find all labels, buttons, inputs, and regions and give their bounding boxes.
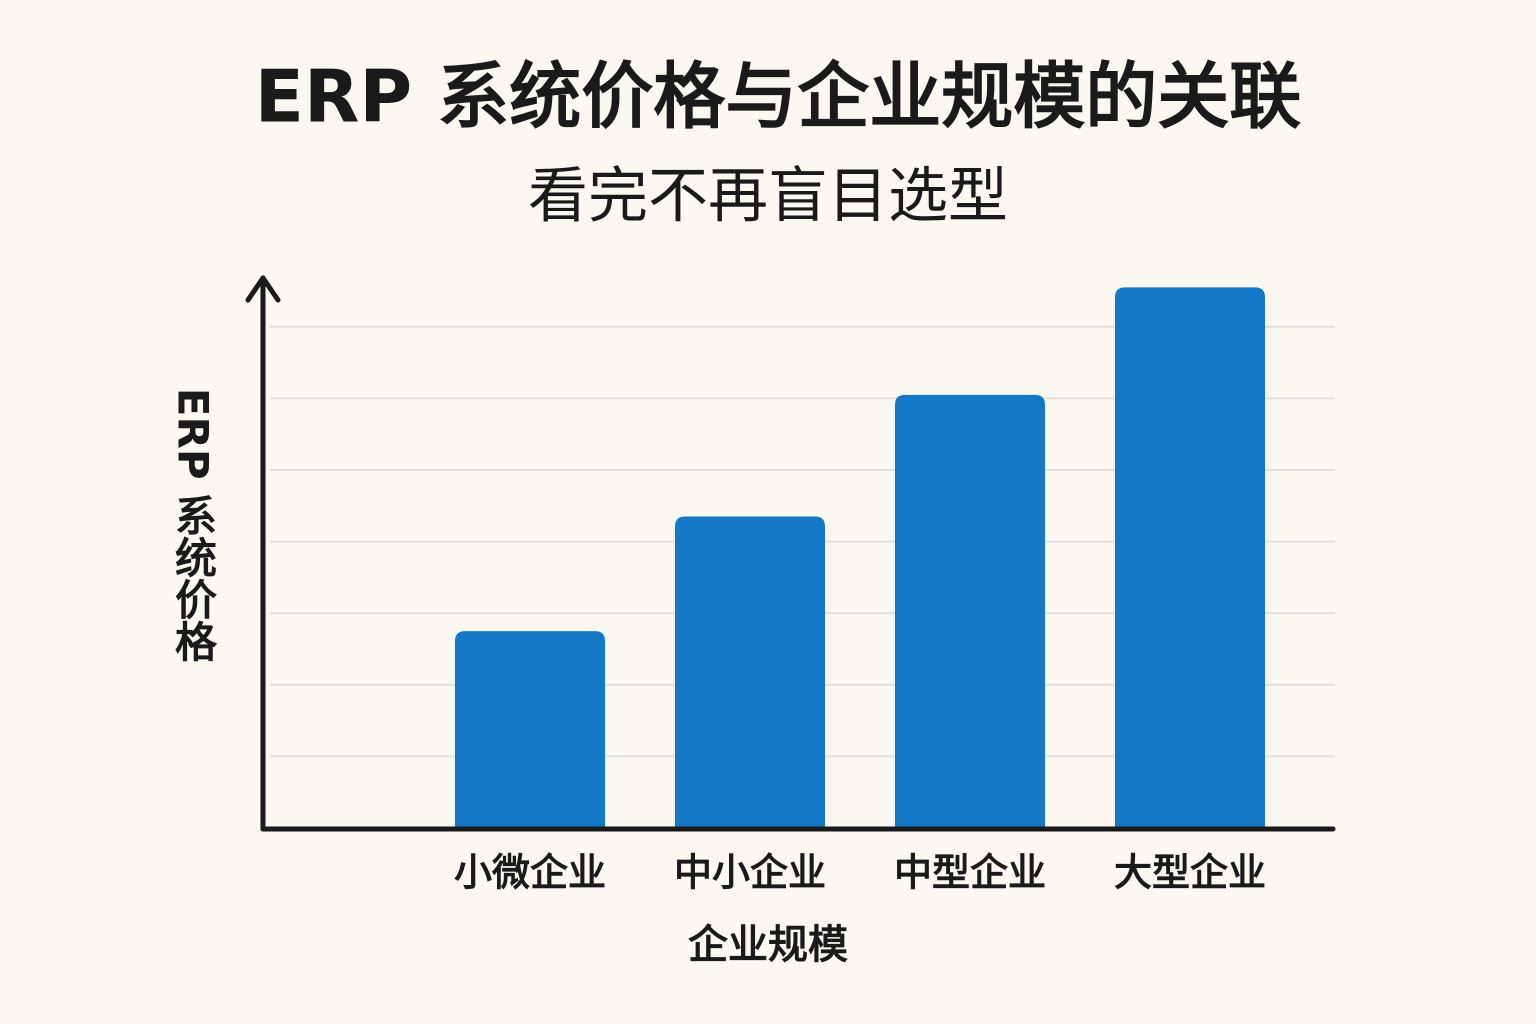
bar: [675, 516, 825, 828]
x-axis-label: 企业规模: [688, 922, 848, 968]
y-axis-label: ERP 系统价格: [169, 388, 218, 662]
bar: [895, 394, 1045, 828]
x-tick-label: 小微企业: [454, 851, 606, 895]
chart-title: ERP 系统价格与企业规模的关联: [255, 55, 1301, 139]
x-tick-label: 中小企业: [674, 851, 826, 895]
y-axis-arrow: [245, 275, 281, 303]
bars: [455, 287, 1265, 828]
bar: [1115, 287, 1265, 828]
x-tick-label: 大型企业: [1114, 851, 1266, 895]
bar: [455, 631, 605, 828]
chart-subtitle: 看完不再盲目选型: [528, 162, 1008, 232]
x-tick-label: 中型企业: [894, 851, 1046, 895]
